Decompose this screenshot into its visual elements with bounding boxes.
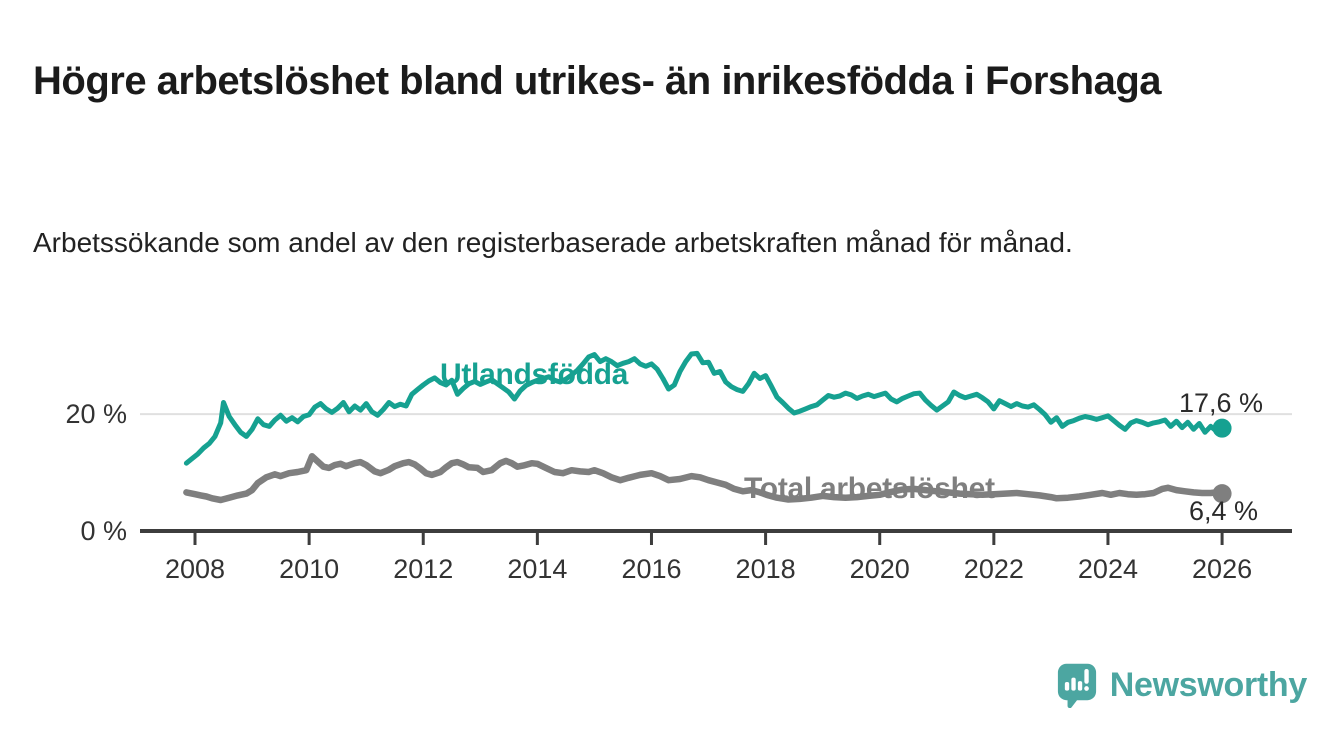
- y-axis-label-0: 0 %: [80, 516, 127, 546]
- newsworthy-logo-icon: [1057, 663, 1096, 708]
- series-end-value-1: 6,4 %: [1189, 496, 1258, 526]
- page-subtitle: Arbetssökande som andel av den registerb…: [33, 227, 1073, 258]
- x-tick-label-2012: 2012: [393, 554, 453, 584]
- series-label-1: Total arbetslöshet: [744, 472, 995, 505]
- branding: Newsworthy: [1056, 662, 1307, 708]
- bar-small: [1064, 681, 1069, 691]
- bar-tall: [1071, 677, 1076, 691]
- speech-bubble-shape: [1057, 663, 1096, 708]
- newsworthy-wordmark: Newsworthy: [1109, 665, 1308, 704]
- x-tick-label-2024: 2024: [1078, 554, 1138, 584]
- y-axis-label-20: 20 %: [65, 399, 127, 429]
- x-tick-label-2008: 2008: [165, 554, 225, 584]
- bar-medium: [1077, 681, 1082, 691]
- exclamation-dot: [1083, 686, 1089, 691]
- x-tick-label-2020: 2020: [850, 554, 910, 584]
- x-tick-label-2010: 2010: [279, 554, 339, 584]
- series-end-dot-0: [1212, 418, 1232, 438]
- series-label-0: Utlandsfödda: [440, 358, 629, 391]
- page-title: Högre arbetslöshet bland utrikes- än inr…: [33, 58, 1162, 103]
- series-end-dot-1: [1212, 484, 1232, 504]
- x-tick-label-2022: 2022: [964, 554, 1024, 584]
- series-line-0: [183, 350, 1225, 466]
- x-tick-label-2016: 2016: [621, 554, 681, 584]
- x-tick-label-2018: 2018: [736, 554, 796, 584]
- series-line-1: [183, 452, 1226, 504]
- x-tick-label-2014: 2014: [507, 554, 567, 584]
- exclamation-bar: [1084, 668, 1089, 684]
- series-end-value-0: 17,6 %: [1179, 388, 1263, 418]
- x-tick-label-2026: 2026: [1192, 554, 1252, 584]
